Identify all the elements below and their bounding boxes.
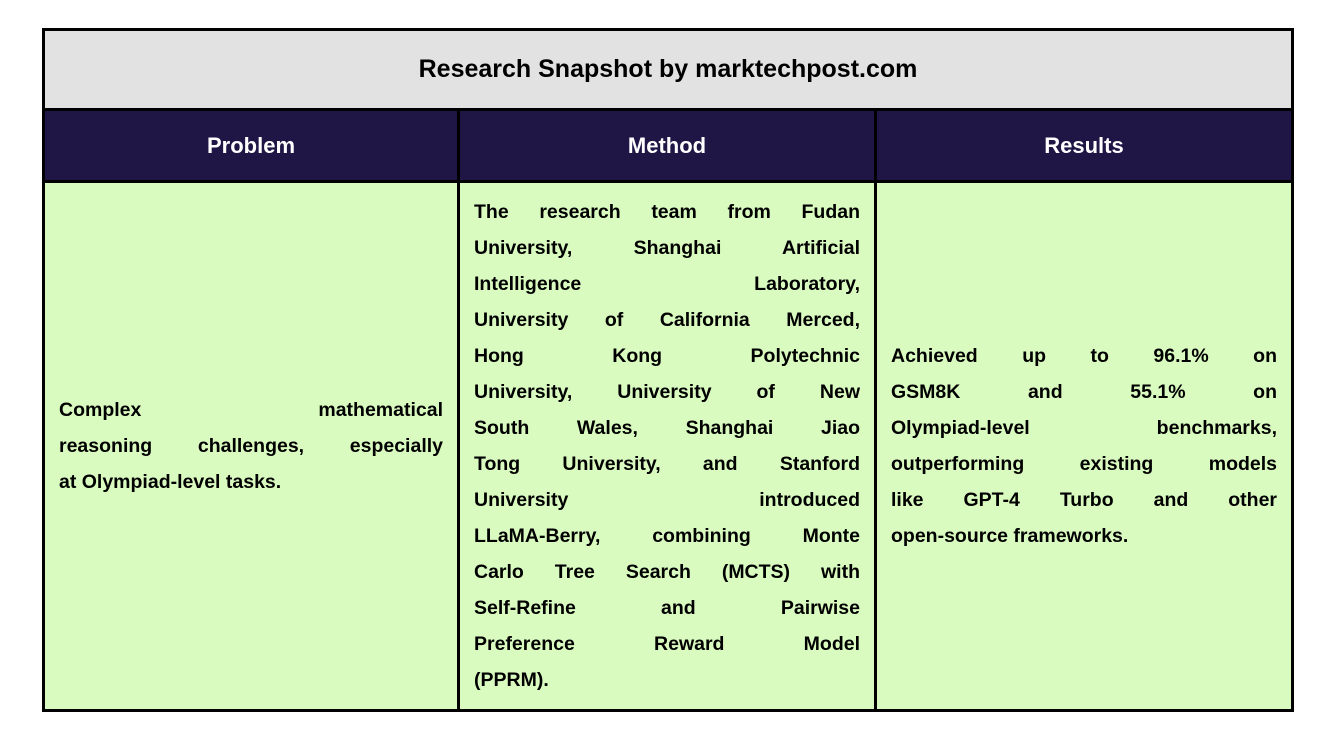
cell-text-line: University introduced	[474, 489, 860, 511]
cell-text-line: Tong University, and Stanford	[474, 453, 860, 475]
cell-text-line: Olympiad-level benchmarks,	[891, 417, 1277, 439]
cell-text-line: reasoning challenges, especially	[59, 435, 443, 457]
cell-text-line: Achieved up to 96.1% on	[891, 345, 1277, 367]
header-results: Results	[877, 111, 1291, 180]
cell-text-line: LLaMA-Berry, combining Monte	[474, 525, 860, 547]
cell-text-line: Complex mathematical	[59, 399, 443, 421]
header-method: Method	[460, 111, 874, 180]
table-title: Research Snapshot by marktechpost.com	[45, 31, 1291, 108]
cell-text-line: Hong Kong Polytechnic	[474, 345, 860, 367]
cell-text-line: (PPRM).	[474, 669, 549, 691]
cell-text-line: South Wales, Shanghai Jiao	[474, 417, 860, 439]
cell-text-line: Preference Reward Model	[474, 633, 860, 655]
cell-text-line: outperforming existing models	[891, 453, 1277, 475]
cell-text-line: like GPT-4 Turbo and other	[891, 489, 1277, 511]
cell-text-line: Intelligence Laboratory,	[474, 273, 860, 295]
cell-text-line: Self-Refine and Pairwise	[474, 597, 860, 619]
cell-text-line: University, University of New	[474, 381, 860, 403]
results-cell: Achieved up to 96.1% on GSM8K and 55.1% o…	[877, 183, 1291, 709]
cell-text-line: Carlo Tree Search (MCTS) with	[474, 561, 860, 583]
cell-text-line: open-source frameworks.	[891, 525, 1129, 547]
cell-text-line: University of California Merced,	[474, 309, 860, 331]
cell-text-line: University, Shanghai Artificial	[474, 237, 860, 259]
cell-text-line: The research team from Fudan	[474, 201, 860, 223]
method-cell: The research team from Fudan University, …	[460, 183, 874, 709]
research-snapshot-table: Research Snapshot by marktechpost.com Pr…	[42, 28, 1294, 712]
cell-text-line: GSM8K and 55.1% on	[891, 381, 1277, 403]
header-problem: Problem	[45, 111, 457, 180]
problem-cell: Complex mathematical reasoning challenges…	[45, 183, 457, 709]
cell-text-line: at Olympiad-level tasks.	[59, 471, 282, 493]
